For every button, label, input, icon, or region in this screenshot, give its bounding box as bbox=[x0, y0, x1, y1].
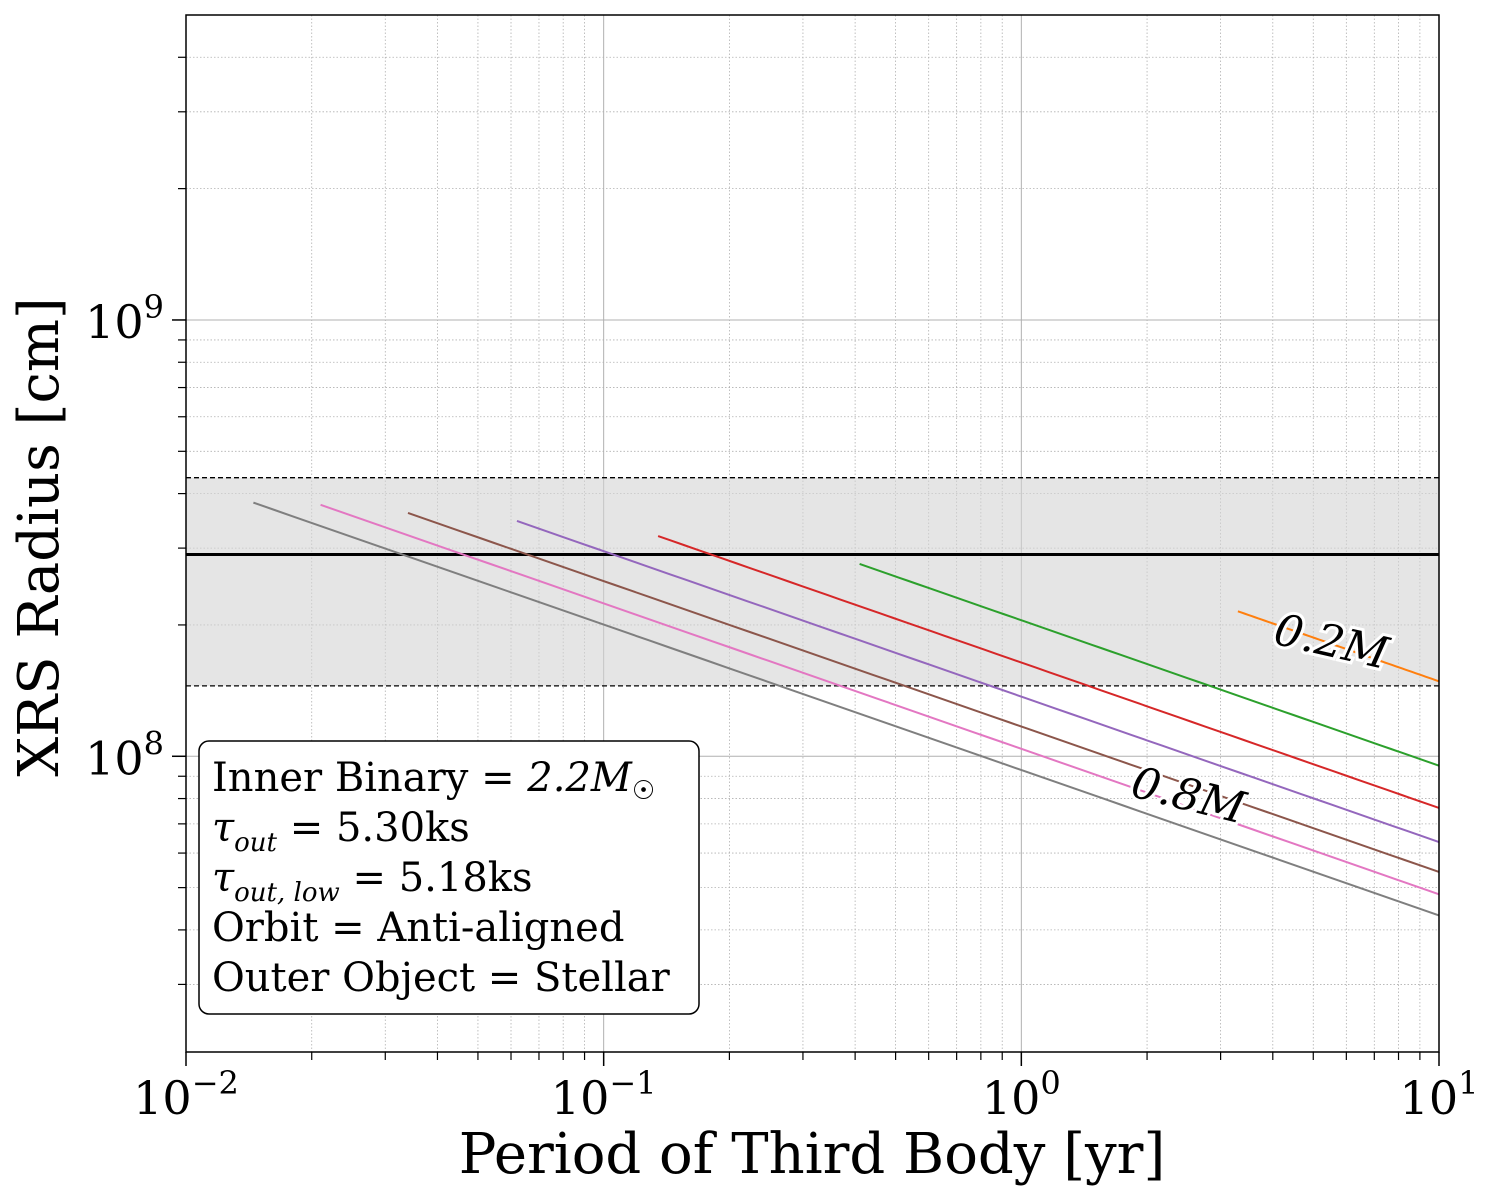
legend-line: Orbit = Anti-aligned bbox=[212, 905, 624, 951]
y-tick-label: 108 bbox=[85, 724, 164, 785]
plot-frame bbox=[185, 14, 1440, 1053]
x-tick-label: 100 bbox=[982, 1064, 1061, 1125]
legend-box bbox=[198, 740, 700, 1015]
y-axis-label: XRS Radius [cm] bbox=[7, 297, 72, 777]
axis-ticks bbox=[172, 56, 1440, 1066]
series-line-0-5M bbox=[516, 520, 1440, 844]
x-axis-label: Period of Third Body [yr] bbox=[459, 1122, 1166, 1187]
uncertainty-band bbox=[186, 477, 1439, 686]
series-line-0-4M bbox=[657, 535, 1440, 809]
x-tick-label: 10−1 bbox=[551, 1064, 657, 1125]
series-lines bbox=[253, 501, 1440, 917]
y-tick-label: 109 bbox=[85, 288, 164, 349]
tick-labels: 10−2 10−1 100 101 108 109 bbox=[85, 288, 1478, 1125]
series-line-0-8M bbox=[253, 501, 1440, 917]
series-line-0-7M bbox=[320, 503, 1440, 896]
legend-line: Inner Binary = 2.2M☉ bbox=[212, 755, 655, 806]
reference-band bbox=[186, 477, 1439, 687]
x-tick-label: 101 bbox=[1400, 1064, 1479, 1125]
series-line-0-2M bbox=[1237, 610, 1440, 683]
legend-line: Outer Object = Stellar bbox=[212, 955, 671, 1001]
series-line-0-6M bbox=[407, 512, 1440, 873]
series-line-0-3M bbox=[859, 562, 1440, 767]
legend-line: τout, low = 5.18ks bbox=[212, 855, 533, 908]
legend-line: τout = 5.30ks bbox=[212, 805, 470, 858]
x-tick-label: 10−2 bbox=[133, 1064, 239, 1125]
